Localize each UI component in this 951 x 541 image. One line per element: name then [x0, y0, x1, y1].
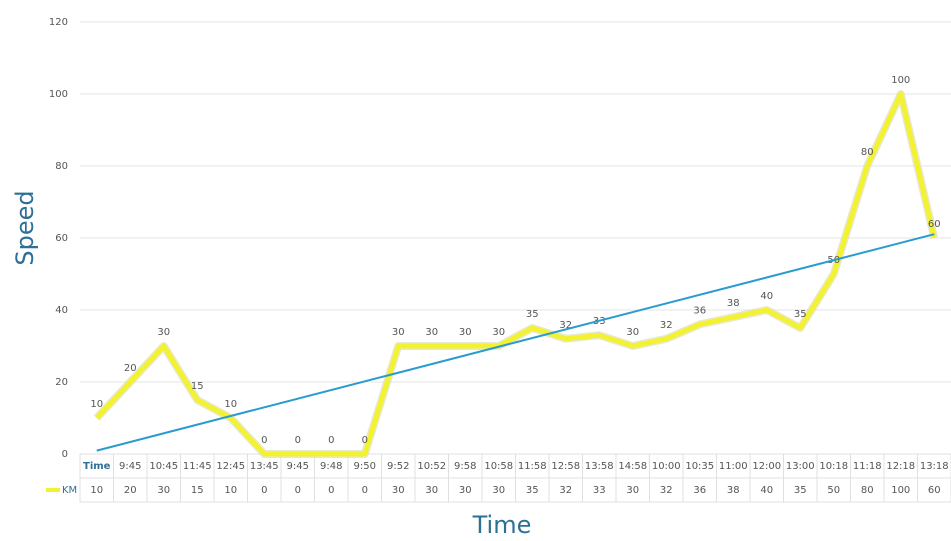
x-tick-label: 9:50 — [354, 461, 376, 472]
data-label: 30 — [157, 327, 170, 338]
x-tick-label: Time — [83, 461, 111, 472]
data-label: 100 — [891, 75, 910, 86]
table-value: 30 — [459, 485, 472, 496]
x-tick-label: 11:58 — [518, 461, 547, 472]
data-label: 10 — [90, 399, 103, 410]
x-tick-label: 10:58 — [484, 461, 513, 472]
data-label: 32 — [660, 320, 673, 331]
table-value: 40 — [760, 485, 773, 496]
table-value: 0 — [261, 485, 267, 496]
data-label: 30 — [626, 327, 639, 338]
table-value: 32 — [660, 485, 673, 496]
line — [94, 91, 937, 457]
data-label: 30 — [392, 327, 405, 338]
table-value: 30 — [392, 485, 405, 496]
table-value: 0 — [362, 485, 368, 496]
table-value: 50 — [827, 485, 840, 496]
x-tick-label: 14:58 — [618, 461, 647, 472]
legend-label: KM — [62, 485, 77, 496]
data-label: 35 — [526, 309, 539, 320]
x-tick-label: 11:00 — [719, 461, 748, 472]
table-value: 36 — [693, 485, 706, 496]
table-value: 20 — [124, 485, 137, 496]
x-tick-label: 9:48 — [320, 461, 342, 472]
x-tick-label: 12:18 — [886, 461, 915, 472]
x-tick-label: 13:58 — [585, 461, 614, 472]
x-tick-label: 9:52 — [387, 461, 409, 472]
table-cell — [917, 477, 951, 503]
data-label: 36 — [693, 305, 706, 316]
table-value: 100 — [891, 485, 910, 496]
x-tick-label: 12:00 — [752, 461, 781, 472]
data-label: 0 — [295, 435, 301, 446]
x-tick-label: 9:58 — [454, 461, 476, 472]
table-value: 30 — [157, 485, 170, 496]
x-tick-label: 10:35 — [685, 461, 714, 472]
data-label: 15 — [191, 381, 204, 392]
table-value: 60 — [928, 485, 941, 496]
data-label: 32 — [559, 320, 572, 331]
data-label: 0 — [362, 435, 368, 446]
table-value: 80 — [861, 485, 874, 496]
x-tick-label: 11:45 — [183, 461, 212, 472]
x-tick-label: 9:45 — [119, 461, 141, 472]
data-label: 35 — [794, 309, 807, 320]
x-tick-label: 12:58 — [551, 461, 580, 472]
y-tick-label: 20 — [55, 377, 68, 388]
data-label: 10 — [224, 399, 237, 410]
data-label: 0 — [261, 435, 267, 446]
y-tick-label: 80 — [55, 161, 68, 172]
table-value: 38 — [727, 485, 740, 496]
table-value: 15 — [191, 485, 204, 496]
data-label: 40 — [760, 291, 773, 302]
x-tick-label: 10:00 — [652, 461, 681, 472]
table-value: 35 — [794, 485, 807, 496]
line-shadow — [93, 90, 939, 458]
x-tick-label: 13:45 — [250, 461, 279, 472]
y-axis-title: Speed — [11, 190, 39, 265]
table-value: 10 — [224, 485, 237, 496]
data-label: 80 — [861, 147, 874, 158]
x-tick-label: 13:00 — [786, 461, 815, 472]
x-axis-title: Time — [472, 511, 532, 539]
table-value: 0 — [295, 485, 301, 496]
table-value: 30 — [492, 485, 505, 496]
x-tick-label: 10:52 — [417, 461, 446, 472]
table-value: 35 — [526, 485, 539, 496]
table-value: 30 — [626, 485, 639, 496]
data-label: 20 — [124, 363, 137, 374]
x-tick-label: 13:18 — [920, 461, 949, 472]
data-label: 60 — [928, 219, 941, 230]
data-label: 30 — [425, 327, 438, 338]
table-value: 32 — [559, 485, 572, 496]
x-tick-label: 11:18 — [853, 461, 882, 472]
y-tick-label: 0 — [62, 449, 68, 460]
x-tick-label: 9:45 — [287, 461, 309, 472]
data-label: 0 — [328, 435, 334, 446]
table-value: 33 — [593, 485, 606, 496]
table-value: 0 — [328, 485, 334, 496]
x-tick-label: 12:45 — [216, 461, 245, 472]
data-label: 38 — [727, 298, 740, 309]
y-tick-label: 60 — [55, 233, 68, 244]
y-tick-label: 100 — [49, 89, 68, 100]
data-label: 30 — [459, 327, 472, 338]
y-tick-label: 40 — [55, 305, 68, 316]
x-tick-label: 10:45 — [149, 461, 178, 472]
x-tick-label: 10:18 — [819, 461, 848, 472]
data-label: 30 — [492, 327, 505, 338]
table-value: 30 — [425, 485, 438, 496]
trendline — [96, 233, 935, 452]
y-tick-label: 120 — [49, 17, 68, 28]
table-value: 10 — [90, 485, 103, 496]
